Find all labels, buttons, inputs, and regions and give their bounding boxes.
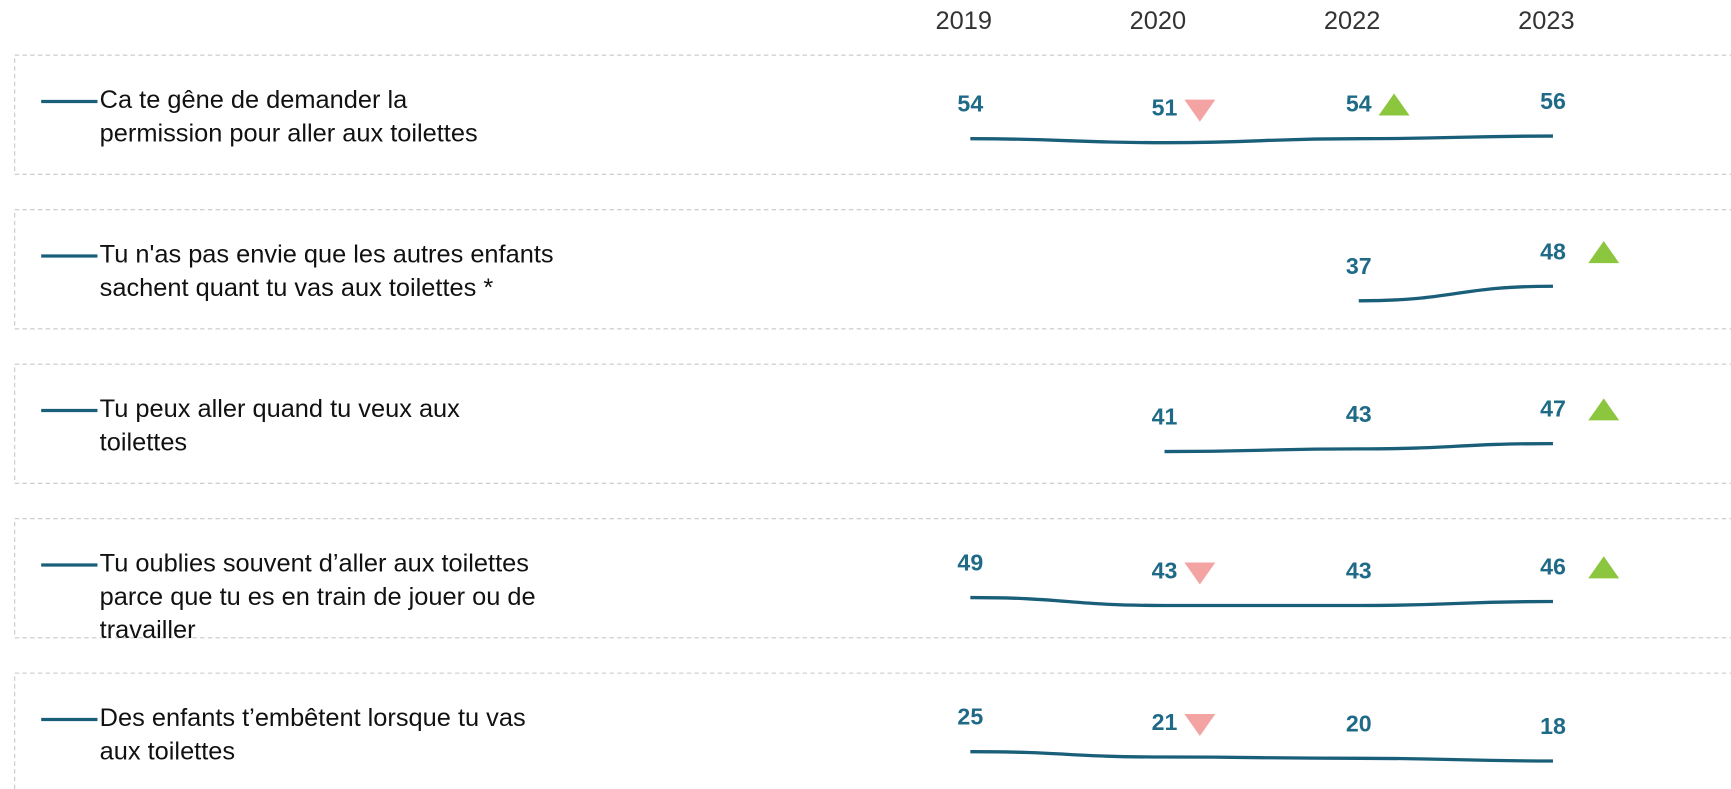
row-label: aux toilettes bbox=[100, 737, 235, 765]
row-label: travailler bbox=[100, 616, 196, 644]
row-box bbox=[14, 518, 1731, 639]
trend-line bbox=[970, 595, 1553, 608]
value-label: 48 bbox=[1540, 238, 1566, 264]
year-label: 2019 bbox=[935, 7, 991, 35]
value-label: 41 bbox=[1152, 404, 1178, 430]
trend-down bbox=[1184, 562, 1216, 585]
value-label: 43 bbox=[1346, 401, 1372, 427]
value-label: 54 bbox=[957, 91, 983, 117]
value-label: 56 bbox=[1540, 88, 1566, 114]
row-box bbox=[14, 363, 1731, 484]
row-label: Des enfants t’embêtent lorsque tu vas bbox=[100, 704, 526, 732]
row-label: Tu peux aller quand tu veux aux bbox=[100, 395, 460, 423]
value-label: 18 bbox=[1540, 713, 1566, 739]
year-label: 2020 bbox=[1130, 7, 1186, 35]
row-box bbox=[14, 54, 1731, 175]
row-label: Ca te gêne de demander la bbox=[100, 86, 408, 114]
trend-up bbox=[1588, 398, 1620, 421]
trend-up bbox=[1588, 556, 1620, 579]
row-label: Tu n'as pas envie que les autres enfants bbox=[100, 241, 554, 269]
trend-up bbox=[1378, 93, 1410, 116]
value-label: 43 bbox=[1346, 558, 1372, 584]
value-label: 37 bbox=[1346, 253, 1372, 279]
row-label: permission pour aller aux toilettes bbox=[100, 119, 478, 147]
value-label: 47 bbox=[1540, 396, 1566, 422]
year-label: 2022 bbox=[1324, 7, 1380, 35]
trend-down bbox=[1184, 713, 1216, 737]
value-label: 20 bbox=[1346, 710, 1372, 736]
row-label: Tu oublies souvent d’aller aux toilettes bbox=[100, 550, 529, 578]
trend-line bbox=[1164, 441, 1553, 454]
value-label: 51 bbox=[1152, 95, 1178, 121]
value-label: 25 bbox=[957, 704, 983, 730]
value-label: 54 bbox=[1346, 91, 1372, 117]
value-label: 46 bbox=[1540, 554, 1566, 580]
year-label: 2023 bbox=[1518, 7, 1574, 35]
row-label: sachent quant tu vas aux toilettes * bbox=[100, 274, 494, 302]
row-label: parce que tu es en train de jouer ou de bbox=[100, 583, 536, 611]
row-box bbox=[14, 209, 1731, 330]
trend-down bbox=[1184, 99, 1216, 122]
row-box bbox=[14, 672, 1731, 789]
value-label: 49 bbox=[957, 550, 983, 576]
trend-line bbox=[1358, 284, 1553, 303]
trend-line bbox=[970, 750, 1553, 763]
value-label: 21 bbox=[1152, 709, 1178, 735]
trend-line bbox=[970, 134, 1553, 145]
row-label: toilettes bbox=[100, 428, 187, 456]
value-label: 43 bbox=[1152, 558, 1178, 584]
trend-up bbox=[1588, 241, 1620, 264]
